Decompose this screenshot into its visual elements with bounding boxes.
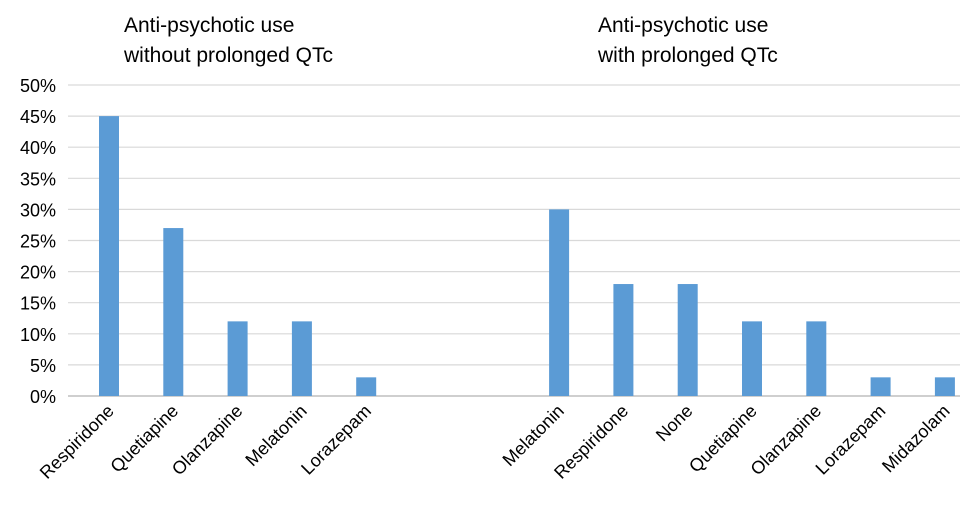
x-tick-label: Respiridone	[36, 401, 118, 483]
y-tick-label: 25%	[20, 232, 56, 252]
bar-quetiapine	[163, 228, 184, 396]
panel-title-line: Anti-psychotic use	[598, 14, 769, 37]
y-tick-label: 40%	[20, 138, 56, 158]
bar-quetiapine	[742, 321, 762, 396]
panel-title-line: with prolonged QTc	[598, 44, 778, 67]
bar-olanzapine	[806, 321, 827, 396]
y-tick-label: 15%	[20, 294, 56, 314]
x-tick-label: Melatonin	[241, 401, 310, 470]
panel-title-line: Anti-psychotic use	[124, 14, 295, 37]
y-tick-label: 45%	[20, 107, 56, 127]
y-tick-label: 20%	[20, 263, 56, 283]
bar-melatonin	[549, 209, 570, 396]
x-tick-label: Lorazepam	[297, 401, 375, 479]
bar-lorazepam	[870, 377, 891, 396]
bar-lorazepam	[356, 377, 377, 396]
x-tick-label: Midazolam	[878, 401, 954, 477]
y-tick-label: 5%	[30, 356, 56, 376]
bar-melatonin	[291, 321, 312, 396]
bar-respiridone	[613, 284, 634, 396]
y-tick-label: 0%	[30, 387, 56, 407]
bar-midazolam	[934, 377, 955, 396]
bar-respiridone	[99, 116, 119, 396]
x-tick-label: Melatonin	[499, 401, 568, 470]
x-tick-label: None	[652, 401, 697, 446]
x-tick-label: Lorazepam	[812, 401, 890, 479]
bar-olanzapine	[227, 321, 248, 396]
panel-title-with-prolonged-qtc: Anti-psychotic use with prolonged QTc	[598, 11, 778, 71]
panel-title-without-prolonged-qtc: Anti-psychotic use without prolonged QTc	[124, 11, 333, 71]
y-tick-label: 35%	[20, 169, 56, 189]
bar-none	[677, 284, 698, 396]
y-tick-label: 30%	[20, 200, 56, 220]
panel-title-line: without prolonged QTc	[124, 44, 333, 67]
y-tick-label: 10%	[20, 325, 56, 345]
y-tick-label: 50%	[20, 76, 56, 96]
